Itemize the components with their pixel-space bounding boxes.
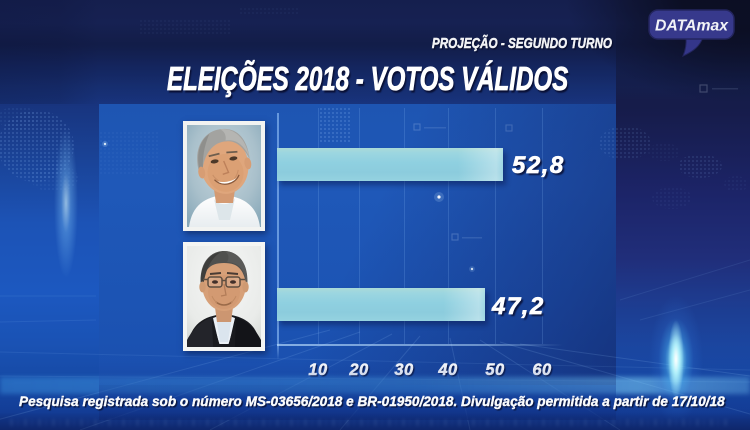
svg-text:DATAmax: DATAmax	[655, 18, 729, 35]
